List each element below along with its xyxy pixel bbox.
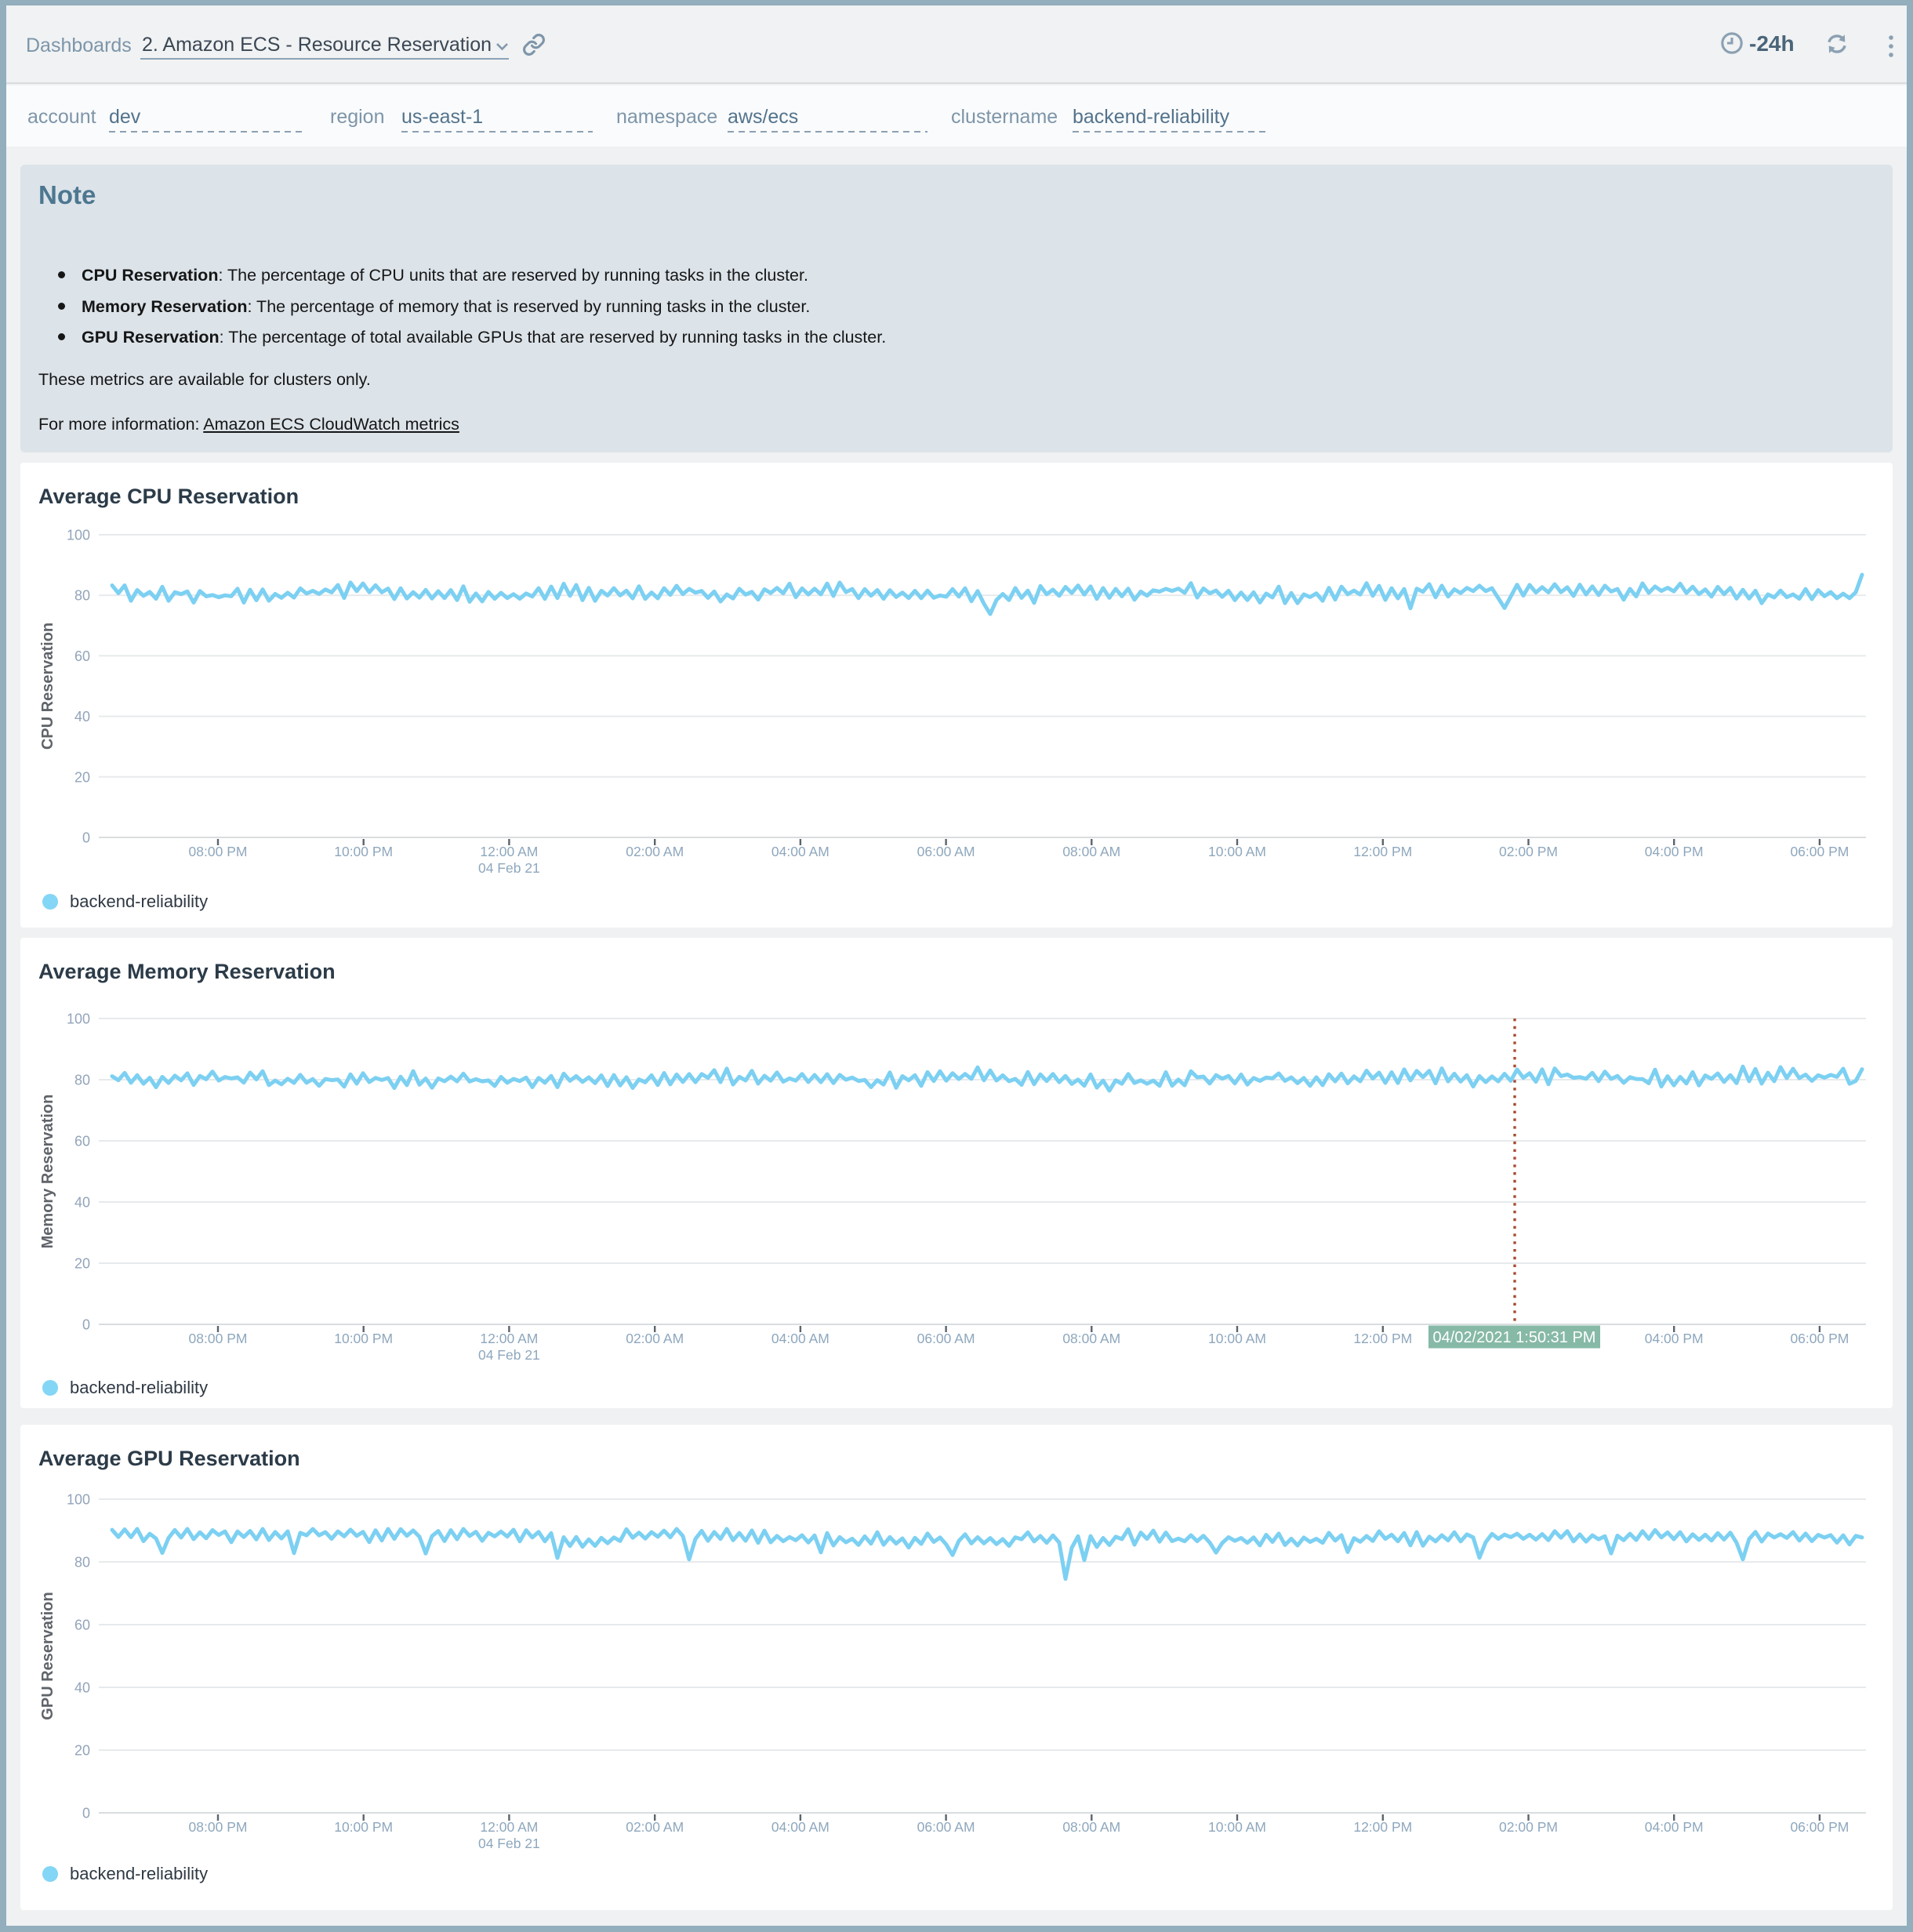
svg-text:60: 60 xyxy=(74,1134,90,1149)
svg-text:12:00 PM: 12:00 PM xyxy=(1353,1331,1412,1346)
svg-text:10:00 AM: 10:00 AM xyxy=(1208,1819,1266,1835)
svg-text:0: 0 xyxy=(82,1806,90,1821)
svg-text:08:00 AM: 08:00 AM xyxy=(1062,1819,1120,1835)
svg-text:04 Feb 21: 04 Feb 21 xyxy=(478,1347,540,1363)
svg-text:06:00 AM: 06:00 AM xyxy=(917,1819,975,1835)
svg-text:60: 60 xyxy=(74,1618,90,1633)
svg-text:04 Feb 21: 04 Feb 21 xyxy=(478,1836,540,1851)
svg-text:04 Feb 21: 04 Feb 21 xyxy=(478,860,540,876)
svg-text:04/02/2021 1:50:31 PM: 04/02/2021 1:50:31 PM xyxy=(1433,1329,1596,1346)
svg-text:40: 40 xyxy=(74,709,90,724)
svg-text:06:00 PM: 06:00 PM xyxy=(1790,1819,1849,1835)
svg-text:GPU Reservation: GPU Reservation xyxy=(39,1592,56,1720)
svg-text:02:00 PM: 02:00 PM xyxy=(1499,844,1558,859)
svg-text:08:00 PM: 08:00 PM xyxy=(189,1331,248,1346)
svg-text:08:00 PM: 08:00 PM xyxy=(189,1819,248,1835)
svg-text:Memory Reservation: Memory Reservation xyxy=(39,1095,56,1249)
svg-text:20: 20 xyxy=(74,769,90,785)
svg-text:80: 80 xyxy=(74,1073,90,1088)
svg-text:20: 20 xyxy=(74,1743,90,1759)
svg-text:60: 60 xyxy=(74,648,90,664)
svg-text:06:00 PM: 06:00 PM xyxy=(1790,844,1849,859)
svg-text:10:00 PM: 10:00 PM xyxy=(334,844,393,859)
svg-text:80: 80 xyxy=(74,1555,90,1571)
svg-text:0: 0 xyxy=(82,1317,90,1333)
svg-text:12:00 PM: 12:00 PM xyxy=(1353,1819,1412,1835)
svg-text:10:00 AM: 10:00 AM xyxy=(1208,1331,1266,1346)
svg-text:06:00 AM: 06:00 AM xyxy=(917,844,975,859)
svg-text:02:00 AM: 02:00 AM xyxy=(626,844,684,859)
svg-text:40: 40 xyxy=(74,1195,90,1211)
svg-text:04:00 PM: 04:00 PM xyxy=(1645,1819,1704,1835)
svg-text:40: 40 xyxy=(74,1680,90,1696)
svg-text:100: 100 xyxy=(67,1492,90,1508)
svg-text:04:00 AM: 04:00 AM xyxy=(771,1331,829,1346)
svg-text:02:00 PM: 02:00 PM xyxy=(1499,1819,1558,1835)
svg-text:08:00 AM: 08:00 AM xyxy=(1062,1331,1120,1346)
svg-text:04:00 AM: 04:00 AM xyxy=(771,1819,829,1835)
svg-text:02:00 AM: 02:00 AM xyxy=(626,1331,684,1346)
svg-text:02:00 AM: 02:00 AM xyxy=(626,1819,684,1835)
svg-text:CPU Reservation: CPU Reservation xyxy=(39,623,56,750)
svg-text:08:00 PM: 08:00 PM xyxy=(189,844,248,859)
svg-text:20: 20 xyxy=(74,1256,90,1272)
svg-text:04:00 PM: 04:00 PM xyxy=(1645,844,1704,859)
svg-text:04:00 PM: 04:00 PM xyxy=(1645,1331,1704,1346)
svg-text:0: 0 xyxy=(82,830,90,846)
svg-text:10:00 PM: 10:00 PM xyxy=(334,1819,393,1835)
svg-text:08:00 AM: 08:00 AM xyxy=(1062,844,1120,859)
svg-text:04:00 AM: 04:00 AM xyxy=(771,844,829,859)
svg-text:100: 100 xyxy=(67,1011,90,1027)
svg-text:80: 80 xyxy=(74,588,90,604)
svg-text:12:00 AM: 12:00 AM xyxy=(480,844,538,859)
svg-text:100: 100 xyxy=(67,528,90,543)
svg-text:12:00 AM: 12:00 AM xyxy=(480,1331,538,1346)
svg-text:06:00 AM: 06:00 AM xyxy=(917,1331,975,1346)
svg-text:12:00 AM: 12:00 AM xyxy=(480,1819,538,1835)
svg-text:06:00 PM: 06:00 PM xyxy=(1790,1331,1849,1346)
svg-text:10:00 AM: 10:00 AM xyxy=(1208,844,1266,859)
svg-text:10:00 PM: 10:00 PM xyxy=(334,1331,393,1346)
svg-text:12:00 PM: 12:00 PM xyxy=(1353,844,1412,859)
